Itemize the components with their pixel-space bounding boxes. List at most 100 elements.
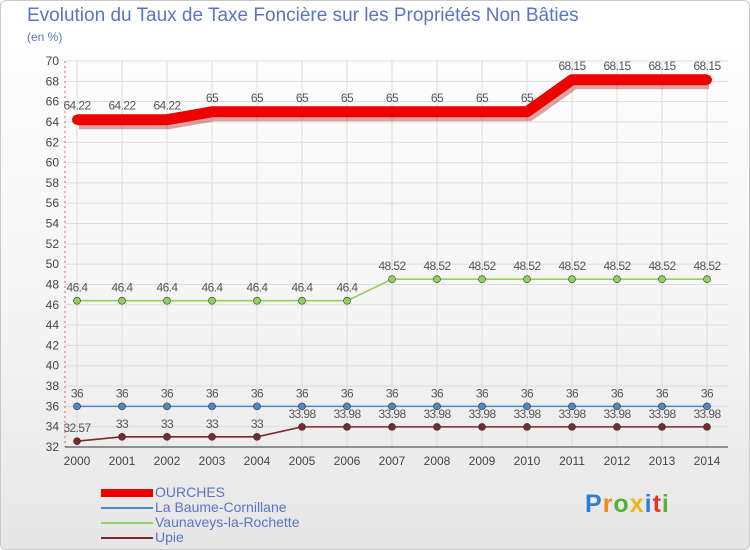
data-label: 36: [521, 386, 534, 400]
y-tick-label: 44: [46, 318, 60, 332]
x-tick-label: 2009: [469, 454, 496, 468]
y-tick-label: 64: [46, 115, 60, 129]
legend-swatch: [101, 488, 153, 497]
legend-swatch: [101, 536, 153, 539]
logo-letter: i: [644, 490, 653, 518]
data-point: [118, 433, 126, 441]
data-label: 65: [521, 91, 534, 105]
data-point: [72, 114, 82, 125]
axes: 32 34 36 38 40 42 44 46 48 50 52 54 56 58 60 62 64 66 68 70…: [46, 54, 728, 468]
logo-letter: x: [629, 490, 645, 518]
data-label: 36: [386, 386, 399, 400]
data-label: 33.98: [378, 407, 406, 421]
data-point: [568, 423, 576, 431]
data-point: [297, 106, 307, 117]
x-tick-label: 2006: [334, 454, 361, 468]
data-label: 46.4: [292, 281, 314, 295]
data-label: 33.98: [603, 407, 631, 421]
x-tick-label: 2004: [244, 454, 271, 468]
legend-swatch: [101, 506, 153, 509]
data-point: [343, 423, 351, 431]
y-tick-label: 34: [46, 420, 60, 434]
data-label: 65: [296, 91, 309, 105]
data-label: 65: [386, 91, 399, 105]
y-tick-label: 42: [46, 338, 60, 352]
data-point: [703, 275, 711, 283]
y-tick-label: 58: [46, 176, 60, 190]
data-point: [433, 275, 441, 283]
data-label: 65: [206, 91, 219, 105]
logo-letter: r: [602, 490, 614, 518]
data-point: [253, 296, 261, 305]
data-label: 68.15: [693, 59, 721, 73]
data-point: [432, 106, 442, 117]
data-label: 36: [341, 386, 354, 400]
data-label: 32.57: [63, 421, 91, 435]
y-tick-label: 66: [46, 95, 60, 109]
data-point: [522, 106, 532, 117]
data-label: 36: [701, 386, 714, 400]
data-point: [118, 402, 126, 411]
data-point: [658, 423, 666, 431]
y-tick-label: 32: [46, 440, 60, 454]
data-label: 36: [431, 386, 444, 400]
data-label: 46.4: [247, 281, 269, 295]
data-label: 36: [611, 386, 624, 400]
data-label: 36: [296, 386, 309, 400]
legend-item: Upie: [101, 530, 299, 545]
data-point: [163, 433, 171, 441]
data-point: [117, 114, 127, 125]
data-label: 46.4: [112, 281, 134, 295]
data-label: 33: [206, 417, 219, 431]
data-point: [523, 402, 531, 411]
y-tick-label: 56: [46, 196, 60, 210]
y-tick-label: 70: [46, 54, 60, 68]
y-tick-label: 52: [46, 237, 60, 251]
y-tick-label: 40: [46, 359, 60, 373]
data-label: 48.52: [558, 259, 586, 273]
data-label: 68.15: [648, 59, 676, 73]
y-tick-label: 48: [46, 277, 60, 291]
data-point: [253, 433, 261, 441]
data-point: [162, 114, 172, 125]
data-label: 36: [161, 386, 174, 400]
data-label: 33: [116, 417, 129, 431]
data-point: [208, 402, 216, 411]
data-point: [478, 275, 486, 283]
y-tick-label: 62: [46, 135, 60, 149]
data-point: [613, 402, 621, 411]
x-tick-label: 2002: [154, 454, 181, 468]
data-label: 65: [476, 91, 489, 105]
data-label: 48.52: [468, 259, 496, 273]
data-label: 33.98: [693, 407, 721, 421]
data-point: [342, 106, 352, 117]
y-tick-label: 38: [46, 379, 60, 393]
data-point: [298, 402, 306, 411]
data-label: 48.52: [693, 259, 721, 273]
data-point: [658, 275, 666, 283]
data-point: [387, 106, 397, 117]
data-label: 36: [116, 386, 129, 400]
data-point: [388, 275, 396, 283]
data-point: [433, 402, 441, 411]
data-point: [73, 437, 81, 446]
data-point: [298, 296, 306, 305]
legend-label: Vaunaveys-la-Rochette: [155, 514, 300, 530]
series-lines: [72, 74, 712, 446]
data-label: 33.98: [558, 407, 586, 421]
y-tick-label: 46: [46, 298, 60, 312]
data-point: [298, 423, 306, 431]
data-label: 46.4: [67, 281, 89, 295]
x-tick-label: 2013: [649, 454, 676, 468]
data-label: 36: [566, 386, 579, 400]
data-label: 65: [251, 91, 264, 105]
data-point: [568, 402, 576, 411]
data-label: 46.4: [157, 281, 179, 295]
x-tick-label: 2010: [514, 454, 541, 468]
data-label: 64.22: [63, 99, 91, 113]
proxiti-logo: Proxiti: [585, 490, 670, 519]
chart-title: Evolution du Taux de Taxe Foncière sur l…: [27, 5, 579, 26]
x-tick-label: 2011: [559, 454, 585, 468]
data-label: 48.52: [603, 259, 631, 273]
data-label: 46.4: [202, 281, 224, 295]
